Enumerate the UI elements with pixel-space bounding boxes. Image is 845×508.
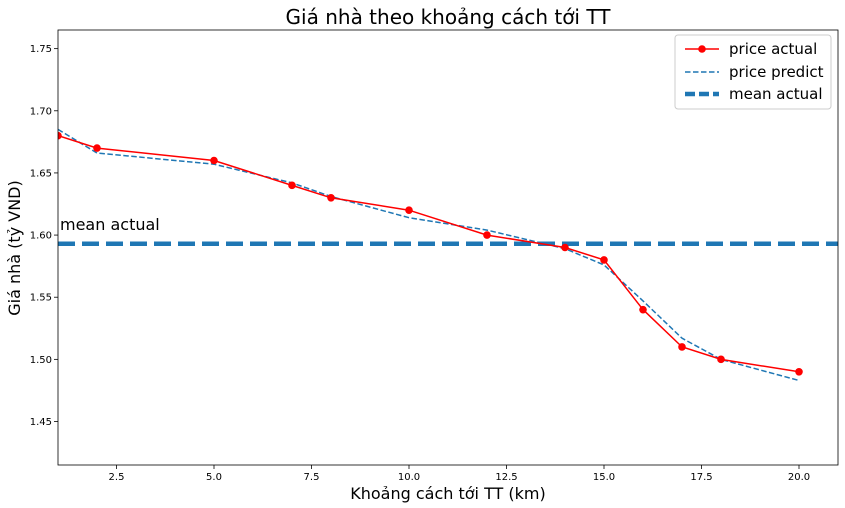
- price-actual-point: [678, 343, 686, 351]
- y-tick-label: 1.70: [30, 106, 52, 117]
- y-axis-label: Giá nhà (tỷ VND): [5, 180, 24, 315]
- price-actual-line: [58, 134, 800, 373]
- price-actual-point: [600, 256, 608, 264]
- price-actual-point: [717, 355, 725, 364]
- price-actual-point: [795, 367, 803, 376]
- x-axis-label: Khoảng cách tới TT (km): [350, 484, 546, 503]
- x-tick-label: 20.0: [788, 472, 810, 483]
- mean-actual-annotation: mean actual: [60, 215, 160, 234]
- y-tick-label: 1.65: [30, 168, 52, 179]
- price-actual-point: [93, 144, 101, 152]
- price-actual-point: [327, 193, 335, 202]
- x-tick-label: 12.5: [495, 472, 517, 483]
- legend-mean-label: mean actual: [729, 85, 823, 103]
- price-actual-point: [483, 231, 491, 239]
- price-predict-line: [58, 128, 800, 382]
- plot-area: 2.5 5.0 7.5 10.0 12.5 15.0 17.5 20.0 1.45 1.50 1.5…: [30, 29, 839, 483]
- legend-actual-marker: [698, 45, 706, 53]
- x-tick-label: 7.5: [304, 472, 320, 483]
- plot-frame: [57, 29, 839, 466]
- price-actual-point: [561, 243, 569, 252]
- y-tick-label: 1.55: [30, 293, 52, 304]
- price-actual-point: [58, 131, 62, 140]
- legend-actual-label: price actual: [729, 40, 817, 58]
- x-tick-label: 17.5: [690, 472, 712, 483]
- x-tick-label: 10.0: [398, 472, 420, 483]
- x-tick-label: 5.0: [206, 472, 222, 483]
- x-tick-label: 2.5: [109, 472, 125, 483]
- chart-title: Giá nhà theo khoảng cách tới TT: [286, 5, 612, 29]
- y-tick-label: 1.75: [30, 44, 52, 55]
- y-tick-label: 1.45: [30, 417, 52, 428]
- legend: price actual price predict mean actual: [674, 34, 832, 110]
- price-actual-point: [405, 206, 413, 215]
- legend-box: [674, 34, 832, 110]
- price-actual-point: [288, 181, 296, 190]
- legend-predict-label: price predict: [729, 63, 824, 81]
- x-tick-label: 15.0: [593, 472, 615, 483]
- y-tick-label: 1.50: [30, 355, 52, 366]
- price-actual-point: [210, 156, 218, 165]
- y-tick-label: 1.60: [30, 231, 52, 242]
- price-actual-point: [639, 305, 647, 314]
